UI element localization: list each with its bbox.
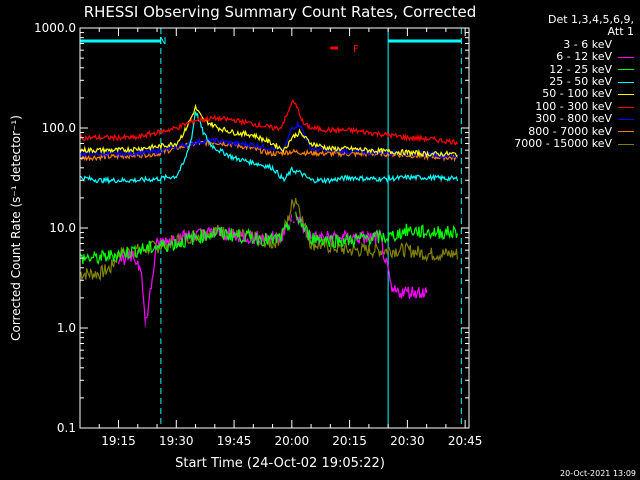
y-tick-label: 0.1 [57, 421, 76, 435]
legend-item: 6 - 12 keV [514, 50, 634, 64]
legend-item: 50 - 100 keV [514, 88, 634, 100]
legend-label: 12 - 25 keV [549, 62, 612, 76]
x-axis: 19:15 19:30 19:45 20:00 20:15 20:30 20:45 [79, 28, 483, 448]
y-axis: 1000.0 100.0 10.0 1.0 0.1 [34, 21, 469, 435]
x-tick-label: 20:45 [448, 434, 483, 448]
legend-label: 300 - 800 keV [535, 112, 612, 126]
legend-swatch [618, 118, 634, 120]
legend-item: 3 - 6 keV [514, 37, 634, 51]
legend: Det 1,3,4,5,6,9, Att 1 3 - 6 keV 6 - 12 k… [514, 13, 634, 151]
legend-header-line-1: Det 1,3,4,5,6,9, [547, 13, 634, 26]
legend-swatch [618, 131, 634, 133]
legend-label: 7000 - 15000 keV [514, 137, 612, 151]
series-line-6-12-kev [117, 211, 428, 327]
y-tick-label: 1000.0 [34, 21, 76, 35]
x-tick-label: 20:00 [275, 434, 310, 448]
legend-label: 100 - 300 keV [535, 99, 612, 113]
x-tick-label: 20:15 [332, 434, 367, 448]
y-tick-label: 10.0 [49, 221, 76, 235]
legend-label: 800 - 7000 keV [528, 124, 612, 138]
legend-swatch [618, 44, 634, 46]
legend-item: 800 - 7000 keV [514, 124, 634, 138]
series-line-50-100-kev [79, 103, 458, 159]
legend-item: 7000 - 15000 keV [514, 137, 634, 151]
x-tick-label: 19:30 [159, 434, 194, 448]
series-line-12-25-kev [79, 209, 458, 265]
legend-swatch [618, 69, 634, 71]
x-tick-label: 19:45 [217, 434, 252, 448]
legend-label: 25 - 50 keV [549, 75, 612, 89]
x-tick-label: 19:15 [101, 434, 136, 448]
legend-swatch [618, 81, 634, 83]
series-line-3-6-kev [144, 208, 351, 357]
legend-swatch [618, 94, 634, 96]
x-tick-label: 20:30 [390, 434, 425, 448]
legend-item: 100 - 300 keV [514, 99, 634, 113]
timestamp: 20-Oct-2021 13:09 [560, 469, 636, 478]
legend-swatch [618, 56, 634, 58]
legend-label: 6 - 12 keV [556, 50, 612, 64]
series-line-25-50-kev [80, 111, 458, 185]
legend-swatch [618, 106, 634, 108]
x-axis-label: Start Time (24-Oct-02 19:05:22) [175, 456, 385, 471]
legend-label: 50 - 100 keV [542, 87, 612, 101]
legend-header-line-2: Att 1 [607, 25, 634, 39]
y-axis-label: Corrected Count Rate (s⁻¹ detector⁻¹) [9, 115, 23, 341]
legend-item: 25 - 50 keV [514, 75, 634, 89]
legend-item: 12 - 25 keV [514, 62, 634, 76]
y-tick-label: 100.0 [42, 121, 76, 135]
series-line-300-800-kev [79, 120, 458, 161]
night-marker-label: N [159, 36, 166, 47]
legend-swatch [618, 143, 634, 145]
flare-marker-label: F [353, 44, 359, 55]
series-line-100-300-kev [79, 98, 458, 146]
legend-item: 300 - 800 keV [514, 112, 634, 126]
chart-title: RHESSI Observing Summary Count Rates, Co… [84, 3, 477, 21]
y-tick-label: 1.0 [57, 321, 76, 335]
legend-label: 3 - 6 keV [563, 37, 612, 51]
